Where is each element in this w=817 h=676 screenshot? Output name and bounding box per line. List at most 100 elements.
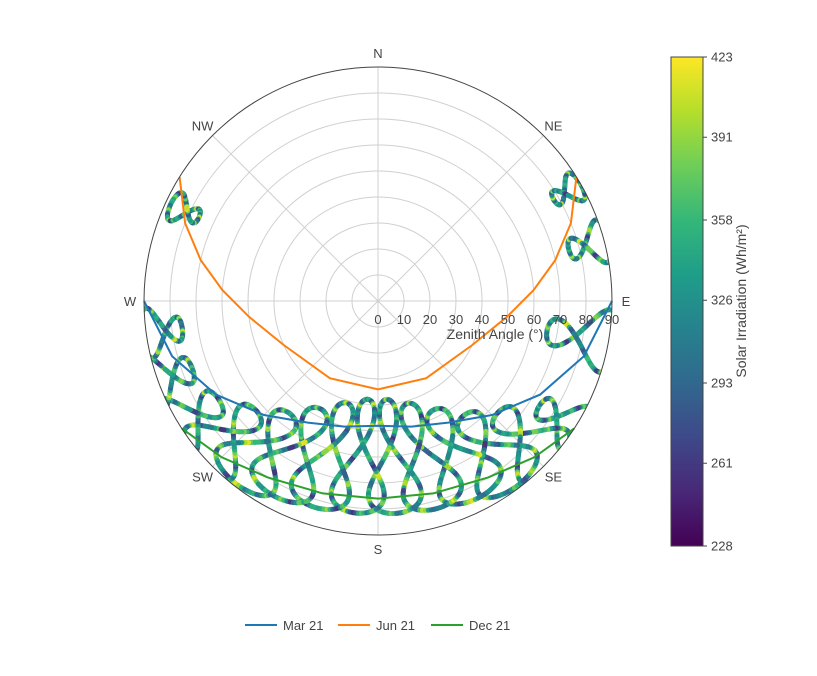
analemma-segment (194, 457, 196, 460)
analemma-segment (188, 454, 190, 455)
analemma-segment (189, 449, 191, 452)
analemma-segment (158, 409, 159, 410)
analemma-segment (152, 404, 153, 406)
radial-tick-label: 0 (374, 312, 381, 327)
analemma-segment (185, 441, 186, 444)
analemma-segment (145, 348, 146, 350)
legend-item[interactable]: Jun 21 (338, 618, 415, 633)
analemma-segment (190, 452, 192, 455)
analemma-segment (617, 347, 618, 350)
analemma-segment (574, 444, 576, 446)
analemma-segment (155, 407, 156, 408)
analemma-segment (569, 448, 571, 449)
analemma-segment (589, 250, 591, 251)
analemma-segment (141, 313, 142, 315)
analemma-segment (163, 410, 164, 411)
analemma-segment (159, 410, 160, 411)
analemma-segment (605, 227, 606, 229)
analemma-segment (158, 416, 159, 419)
radial-tick-label: 10 (397, 312, 411, 327)
analemma-segment (158, 400, 159, 401)
radial-tick-label: 40 (475, 312, 489, 327)
analemma-segment (619, 340, 620, 343)
analemma-segment (148, 355, 149, 356)
analemma-segment (605, 370, 606, 371)
colorbar-tick-label: 423 (711, 50, 733, 65)
analemma-segment (606, 231, 607, 233)
colorbar-tick-label: 391 (711, 130, 733, 145)
analemma-segment (590, 419, 591, 421)
analemma-segment (415, 455, 416, 458)
analemma-segment (614, 356, 615, 359)
analemma-segment (159, 419, 160, 422)
analemma-segment (567, 449, 569, 450)
analemma-segment (148, 356, 149, 357)
radial-tick-label: 80 (579, 312, 593, 327)
analemma-segment (167, 406, 168, 407)
angular-gridline (213, 136, 378, 301)
analemma-segment (598, 220, 599, 221)
analemma-segment (146, 392, 147, 395)
legend-item[interactable]: Mar 21 (245, 618, 323, 633)
analemma-segment (608, 367, 609, 369)
analemma-segment (537, 479, 540, 480)
analemma-segment (609, 365, 610, 367)
analemma-segment (615, 353, 616, 356)
analemma-segment (583, 432, 584, 434)
analemma-segment (559, 458, 561, 461)
analemma-segment (582, 434, 584, 436)
analemma-segment (196, 460, 198, 463)
analemma-segment (158, 414, 159, 417)
radial-axis-title: Zenith Angle (°) (447, 326, 544, 342)
angular-tick-label: W (124, 294, 137, 309)
analemma-segment (157, 411, 158, 413)
analemma-segment (150, 357, 151, 358)
analemma-segment (572, 445, 574, 446)
analemma-segment (561, 455, 563, 458)
analemma-segment (186, 444, 187, 447)
analemma-segment (539, 477, 542, 479)
analemma-segment (140, 375, 141, 378)
analemma-segment (577, 440, 579, 442)
analemma-segment (141, 378, 142, 381)
radial-tick-label: 60 (527, 312, 541, 327)
analemma-segment (150, 399, 151, 401)
legend-item[interactable]: Dec 21 (431, 618, 510, 633)
analemma-segment (616, 350, 617, 353)
analemma-segment (608, 237, 609, 239)
analemma-segment (532, 481, 534, 482)
analemma-segment (172, 441, 174, 443)
analemma-segment (140, 358, 141, 359)
analemma-segment (154, 405, 155, 407)
analemma-segment (147, 354, 148, 355)
analemma-segment (165, 408, 166, 409)
analemma-segment (195, 452, 196, 453)
colorbar-tick-label: 293 (711, 376, 733, 391)
analemma-segment (182, 451, 184, 452)
analemma-segment (560, 450, 561, 451)
analemma-segment (170, 439, 172, 442)
analemma-segment (160, 422, 161, 425)
analemma-segment (192, 455, 194, 458)
analemma-segment (589, 421, 590, 423)
analemma-segment (165, 369, 167, 371)
analemma-segment (566, 450, 567, 451)
analemma-segment (184, 453, 186, 454)
analemma-segment (142, 355, 143, 356)
analemma-segment (142, 339, 143, 341)
analemma-segment (324, 451, 327, 453)
analemma-segment (221, 479, 223, 480)
analemma-segment (160, 399, 161, 400)
radial-tick-label: 90 (605, 312, 619, 327)
analemma-segment (144, 386, 145, 389)
analemma-segment (141, 356, 142, 357)
analemma-track (552, 173, 585, 205)
analemma-segment (355, 453, 357, 456)
legend[interactable]: Mar 21 Jun 21 Dec 21 (245, 618, 510, 633)
radial-tick-label: 30 (449, 312, 463, 327)
analemma-segment (165, 430, 167, 433)
analemma-segment (590, 409, 591, 410)
analemma-segment (568, 195, 569, 196)
